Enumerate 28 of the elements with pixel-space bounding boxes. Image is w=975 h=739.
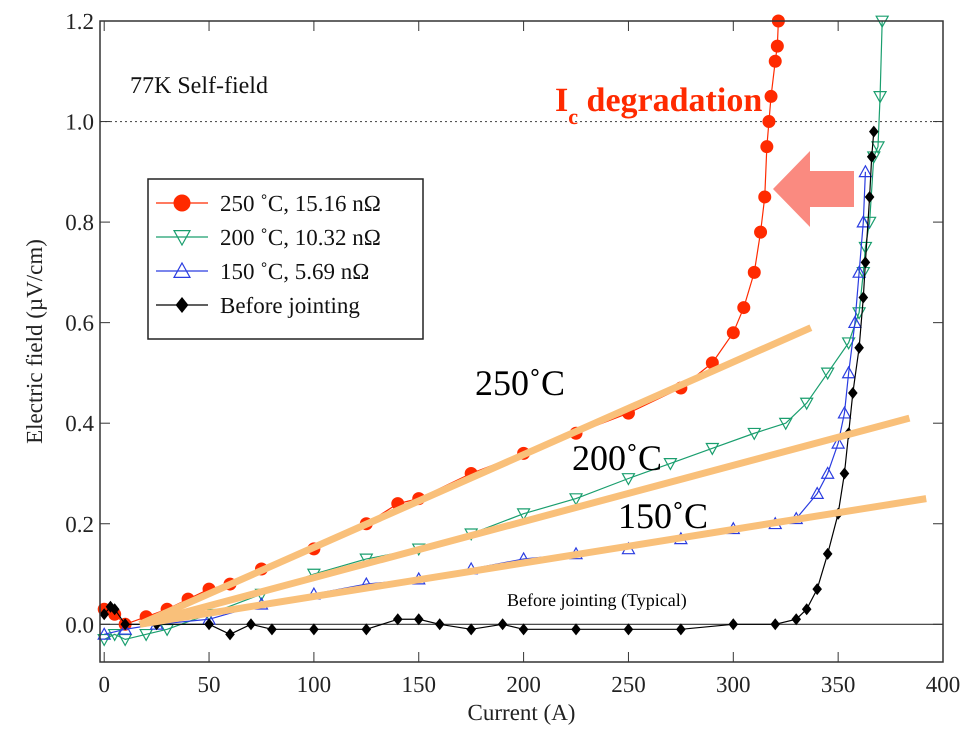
y-tick-label: 0.8 [65,210,94,236]
x-tick-label: 350 [820,672,856,697]
x-tick-label: 300 [716,672,751,697]
annotation: 200˚C [572,438,662,478]
legend-label: Before jointing [220,293,360,318]
y-tick-label: 1.0 [65,110,94,135]
annotation: I$_{c}$ degradation [555,82,762,128]
y-tick-label: 0.2 [65,512,94,537]
y-tick-label: 0.6 [65,310,94,336]
x-tick-label: 0 [98,672,110,697]
y-tick-label: 0.0 [65,612,94,638]
y-tick-label: 1.2 [65,9,94,34]
x-tick-label: 200 [506,672,541,697]
annotation: 150˚C [618,496,708,536]
y-tick-label: 0.4 [65,411,94,436]
annotation: 250˚C [475,363,565,403]
x-tick-label: 100 [296,672,332,697]
x-axis-title: Current (A) [468,700,576,725]
legend-label: 250 ˚C, 15.16 nΩ [220,191,381,216]
x-tick-label: 250 [611,672,646,697]
x-tick-label: 400 [926,672,960,697]
y-axis-title: Electric field (µV/cm) [22,239,47,444]
legend-label: 150 ˚C, 5.69 nΩ [220,259,370,284]
legend-label: 200 ˚C, 10.32 nΩ [220,225,381,250]
x-tick-label: 50 [198,672,221,697]
annotation: 77K Self-field [130,73,268,99]
annotation: Before jointing (Typical) [507,590,687,610]
x-tick-label: 150 [401,672,436,697]
